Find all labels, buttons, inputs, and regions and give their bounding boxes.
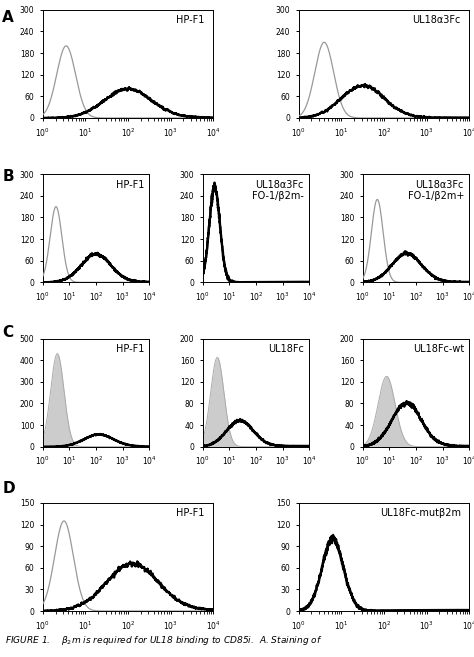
Text: D: D: [2, 481, 15, 496]
Text: C: C: [2, 325, 13, 340]
Text: UL18α3Fc: UL18α3Fc: [412, 15, 461, 25]
Text: UL18α3Fc
FO-1/β2m+: UL18α3Fc FO-1/β2m+: [408, 179, 464, 201]
Text: HP-F1: HP-F1: [176, 509, 205, 518]
Text: UL18Fc-wt: UL18Fc-wt: [413, 344, 464, 354]
Text: B: B: [2, 169, 14, 184]
Text: UL18Fc: UL18Fc: [268, 344, 304, 354]
Text: HP-F1: HP-F1: [116, 344, 144, 354]
Text: UL18α3Fc
FO-1/β2m-: UL18α3Fc FO-1/β2m-: [252, 179, 304, 201]
Text: UL18Fc-mutβ2m: UL18Fc-mutβ2m: [380, 509, 461, 518]
Text: A: A: [2, 10, 14, 25]
Text: FIGURE 1.    $\beta_2$m is required for UL18 binding to CD85i.  A. Staining of: FIGURE 1. $\beta_2$m is required for UL1…: [5, 634, 322, 647]
Text: HP-F1: HP-F1: [116, 179, 144, 190]
Text: HP-F1: HP-F1: [176, 15, 205, 25]
